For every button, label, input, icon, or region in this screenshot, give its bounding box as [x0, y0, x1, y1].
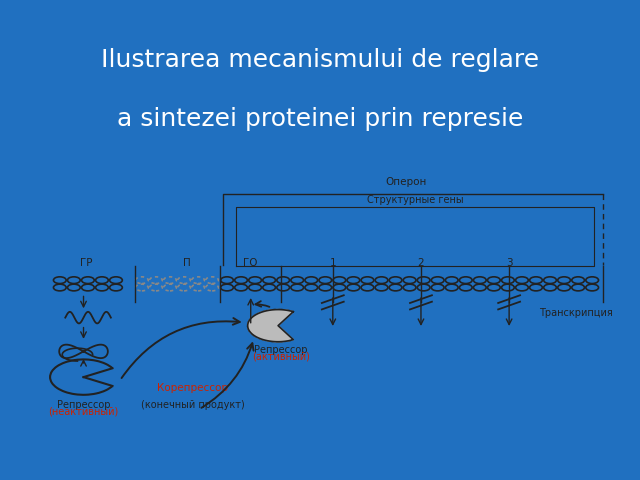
Text: Репрессор: Репрессор [57, 400, 110, 409]
Text: 3: 3 [506, 258, 513, 268]
Text: Оперон: Оперон [385, 178, 426, 187]
Text: Структурные гены: Структурные гены [367, 195, 463, 205]
Polygon shape [248, 310, 293, 342]
Text: 1: 1 [330, 258, 336, 268]
Text: Репрессор: Репрессор [254, 345, 308, 355]
Text: Корепрессор: Корепрессор [157, 383, 228, 393]
Text: (конечный продукт): (конечный продукт) [141, 400, 245, 409]
Text: 2: 2 [418, 258, 424, 268]
Text: Транскрипция: Транскрипция [539, 308, 612, 318]
Text: ГО: ГО [243, 258, 258, 268]
Text: a sintezei proteinei prin represie: a sintezei proteinei prin represie [117, 107, 523, 131]
Text: ГР: ГР [80, 258, 93, 268]
Text: (активный): (активный) [252, 351, 310, 361]
Text: Ilustrarea mecanismului de reglare: Ilustrarea mecanismului de reglare [101, 48, 539, 72]
Text: (неактивный): (неактивный) [49, 406, 118, 416]
Text: П: П [183, 258, 191, 268]
